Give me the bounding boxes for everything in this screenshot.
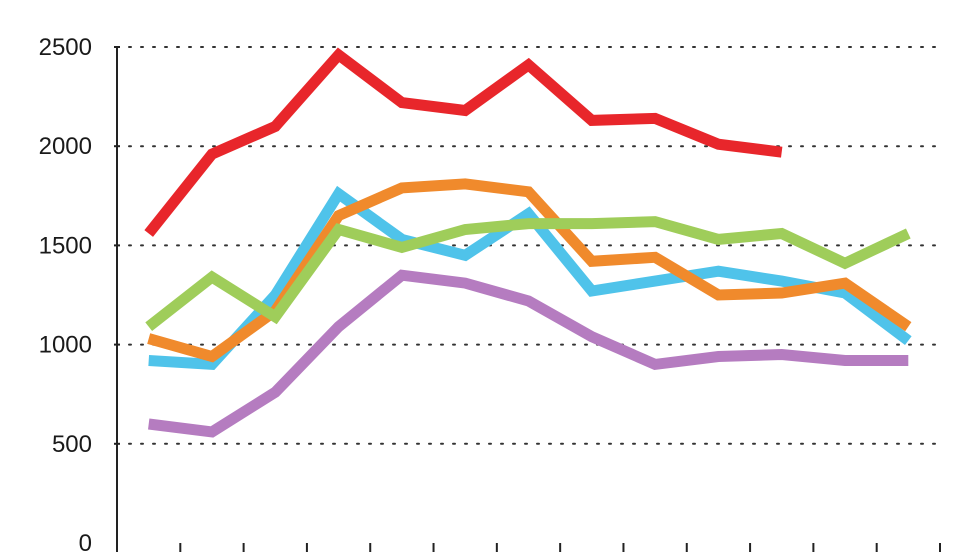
y-tick-label-500: 500 xyxy=(52,431,92,458)
series-line-4 xyxy=(145,216,911,332)
y-tick-label-1500: 1500 xyxy=(39,232,92,259)
y-tick-label-1000: 1000 xyxy=(39,332,92,359)
y-tick-label-2500: 2500 xyxy=(39,34,92,61)
series-line-2 xyxy=(148,185,912,371)
series-line-1 xyxy=(144,47,783,237)
y-tick-label-0: 0 xyxy=(79,530,92,552)
y-axis-tick-labels: 0 500 1000 1500 2000 2500 xyxy=(39,34,92,552)
series-lines xyxy=(144,47,912,438)
y-tick-label-2000: 2000 xyxy=(39,133,92,160)
axes xyxy=(116,47,941,552)
series-line-5 xyxy=(148,269,909,438)
